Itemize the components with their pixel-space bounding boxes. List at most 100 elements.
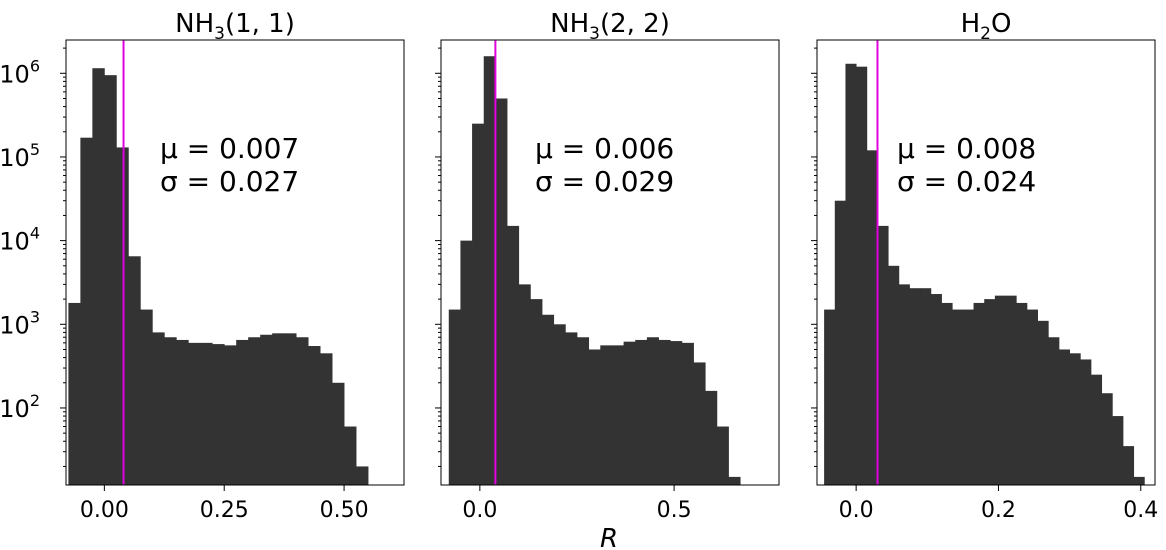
histogram-bar bbox=[588, 349, 601, 485]
histogram-bar bbox=[623, 341, 636, 485]
histogram-bar bbox=[1005, 295, 1017, 485]
histogram-bar bbox=[68, 302, 81, 485]
histogram-bar bbox=[909, 288, 921, 485]
histogram-bar bbox=[930, 294, 942, 485]
sigma-annotation: σ = 0.027 bbox=[160, 165, 299, 198]
histogram-bar bbox=[611, 345, 624, 485]
histogram-bar bbox=[952, 309, 964, 485]
histogram-bar bbox=[962, 309, 974, 485]
histogram-bar bbox=[1069, 353, 1081, 485]
histogram-bar bbox=[728, 476, 741, 485]
histogram-bar bbox=[128, 256, 141, 485]
histogram-bar bbox=[248, 337, 261, 485]
histogram-bar bbox=[1112, 416, 1124, 485]
y-tick-label: 102 bbox=[0, 391, 40, 423]
histogram-bar bbox=[80, 137, 93, 485]
histogram-bar bbox=[152, 332, 165, 485]
histogram-bar bbox=[600, 345, 613, 485]
histogram-bar bbox=[994, 295, 1006, 485]
histogram-bar bbox=[518, 284, 531, 485]
histogram-bar bbox=[344, 426, 357, 485]
histogram-bar bbox=[834, 200, 846, 485]
x-tick-label: 0.50 bbox=[320, 498, 369, 523]
x-tick-label: 0.2 bbox=[981, 498, 1016, 523]
axes-frame bbox=[440, 39, 780, 486]
panel-title: NH3(2, 2) bbox=[550, 9, 670, 44]
mu-annotation: μ = 0.006 bbox=[535, 132, 674, 165]
histogram-bar bbox=[1080, 359, 1092, 485]
histogram-bar bbox=[200, 342, 213, 485]
histogram-bar bbox=[705, 390, 718, 485]
histogram-bar bbox=[565, 332, 578, 485]
histogram-bar bbox=[888, 265, 900, 485]
x-tick-label: 0.00 bbox=[80, 498, 129, 523]
histogram-bar bbox=[553, 324, 566, 485]
histogram-bar bbox=[984, 299, 996, 485]
histogram-bar bbox=[1122, 446, 1135, 485]
histogram-bar bbox=[460, 240, 473, 485]
histogram-bar bbox=[272, 333, 285, 485]
histogram-bar bbox=[877, 225, 889, 486]
histogram-bar bbox=[635, 339, 648, 485]
histogram-bar bbox=[658, 339, 671, 485]
sigma-annotation: σ = 0.024 bbox=[897, 165, 1036, 198]
histogram-bar bbox=[1101, 393, 1113, 485]
histogram-bar bbox=[448, 309, 461, 485]
histogram-bar bbox=[1133, 476, 1145, 485]
histogram-bar bbox=[188, 342, 201, 485]
x-tick-label: 0.4 bbox=[1123, 498, 1158, 523]
histogram-bar bbox=[1016, 302, 1028, 485]
histogram-bar bbox=[224, 345, 237, 485]
panel-title: NH3(1, 1) bbox=[175, 9, 295, 44]
shared-x-axis-label: R bbox=[600, 524, 618, 550]
histogram-bar bbox=[284, 333, 297, 485]
histogram-bar bbox=[236, 339, 249, 485]
histogram-bar bbox=[646, 337, 659, 485]
histogram-bar bbox=[176, 339, 189, 485]
axes-frame bbox=[65, 39, 405, 486]
x-tick-label: 0.0 bbox=[839, 498, 874, 523]
histogram-bar bbox=[1048, 337, 1060, 485]
histogram-bar bbox=[140, 309, 153, 485]
y-tick-label: 103 bbox=[0, 307, 40, 339]
histogram-bar bbox=[1037, 320, 1049, 485]
histogram-bar bbox=[472, 123, 485, 485]
histogram-bar bbox=[681, 342, 694, 485]
histogram-bar bbox=[332, 382, 345, 485]
histogram-bar bbox=[495, 98, 508, 486]
y-tick-label: 104 bbox=[0, 224, 40, 256]
histogram-bar bbox=[898, 284, 910, 485]
histogram-bar bbox=[542, 314, 555, 485]
x-tick-label: 0.5 bbox=[657, 498, 692, 523]
histogram-bar bbox=[296, 337, 309, 485]
axes-frame bbox=[816, 39, 1156, 486]
histogram-bar bbox=[1090, 374, 1103, 485]
y-tick-label: 105 bbox=[0, 140, 40, 172]
histogram-bar bbox=[483, 56, 496, 485]
histogram-bar bbox=[308, 346, 321, 485]
histogram-bar bbox=[356, 466, 369, 485]
histogram-bar bbox=[1026, 309, 1038, 485]
histogram-bar bbox=[260, 334, 273, 485]
histogram-bar bbox=[530, 299, 543, 485]
panel-title: H2O bbox=[961, 9, 1012, 44]
histogram-bar bbox=[716, 426, 729, 485]
histogram-bar bbox=[693, 362, 706, 485]
histogram-bar bbox=[941, 302, 953, 485]
histogram-bar bbox=[576, 337, 590, 485]
histogram-bar bbox=[1058, 349, 1071, 485]
y-tick-label: 106 bbox=[0, 56, 40, 88]
mu-annotation: μ = 0.008 bbox=[897, 132, 1036, 165]
histogram-bar bbox=[866, 150, 878, 485]
histogram-bar bbox=[212, 344, 225, 485]
panel-1: 0.00 0.25 0.50 102 103 104 105 106 NH3(1, 1) μ = … bbox=[0, 9, 405, 523]
mu-annotation: μ = 0.007 bbox=[160, 132, 299, 165]
histogram-bar bbox=[104, 75, 117, 485]
histogram-bar bbox=[670, 341, 683, 485]
histogram-bar bbox=[845, 63, 857, 486]
histogram-bar bbox=[973, 302, 985, 485]
histogram-bar bbox=[824, 309, 836, 485]
